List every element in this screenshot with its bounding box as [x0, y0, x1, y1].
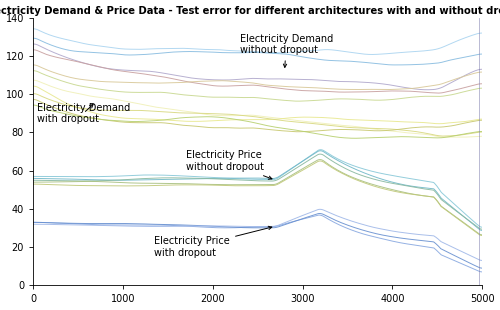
Text: Electricity Demand
without dropout: Electricity Demand without dropout	[240, 34, 333, 67]
Title: Electricity Demand & Price Data - Test error for different architectures with an: Electricity Demand & Price Data - Test e…	[0, 6, 500, 16]
Text: Electricity Price
without dropout: Electricity Price without dropout	[186, 150, 272, 179]
Text: Electricity Price
with dropout: Electricity Price with dropout	[154, 226, 272, 258]
Text: Electricity Demand
with dropout: Electricity Demand with dropout	[36, 103, 130, 124]
